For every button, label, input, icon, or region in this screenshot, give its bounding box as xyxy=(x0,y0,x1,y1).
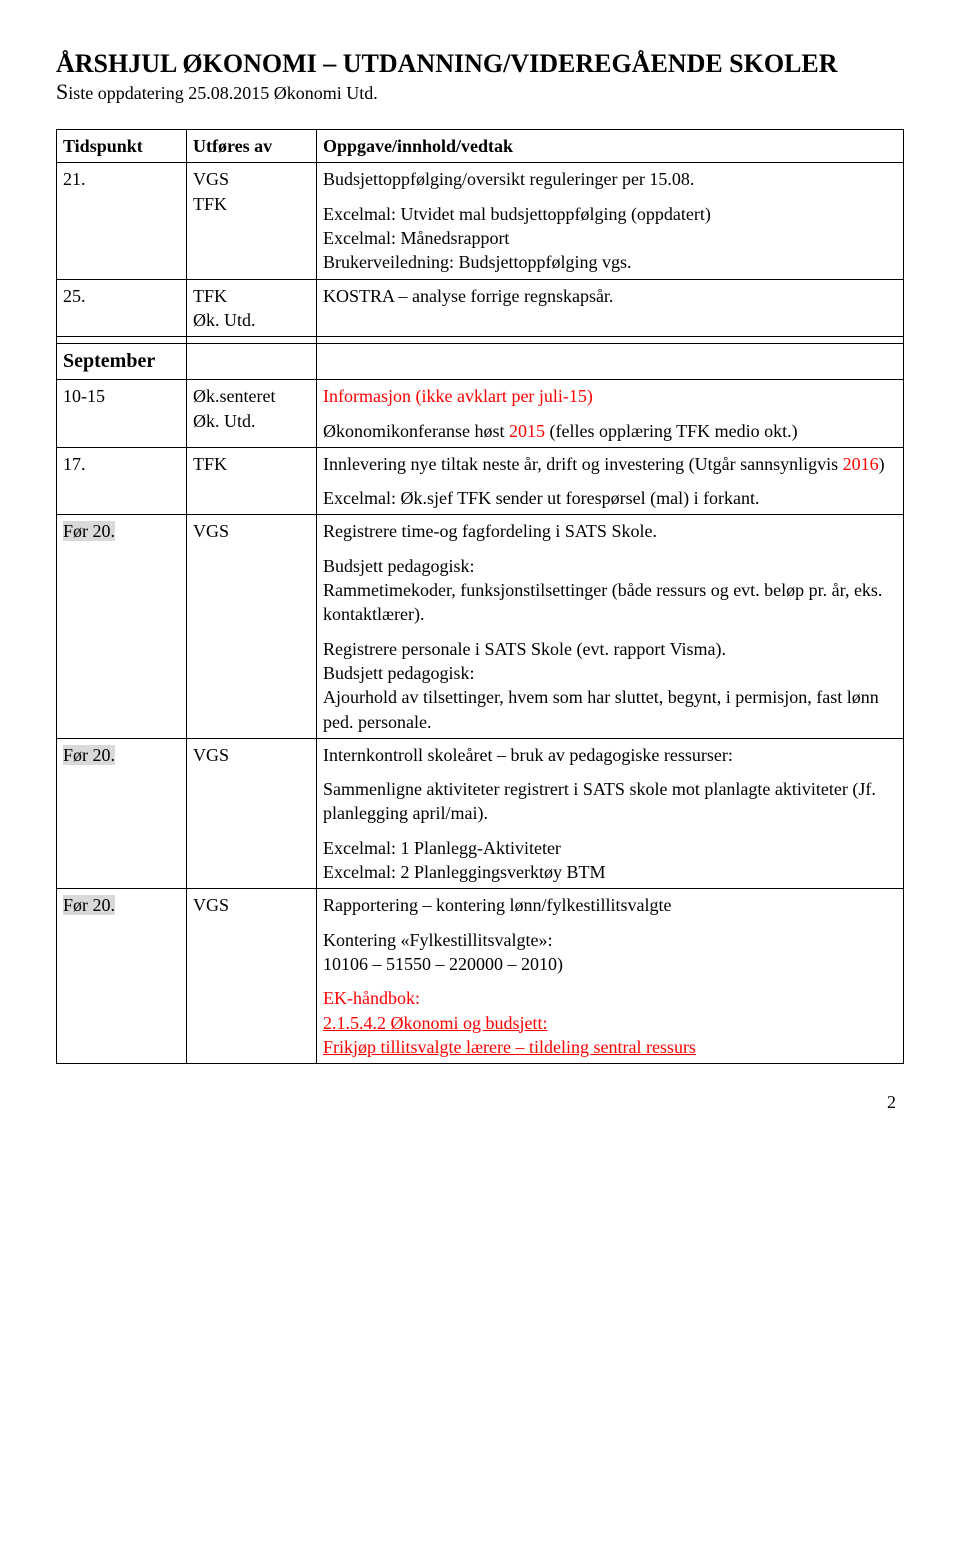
cell-text: Økonomikonferanse høst 2015 (felles oppl… xyxy=(323,419,897,443)
empty-cell xyxy=(187,337,317,344)
table-row: Før 20. VGS Internkontroll skoleåret – b… xyxy=(57,738,904,888)
cell-oppgave: Rapportering – kontering lønn/fylkestill… xyxy=(317,889,904,1064)
cell-utfores: TFK xyxy=(187,447,317,515)
cell-utfores: VGS TFK xyxy=(187,163,317,279)
cell-oppgave: KOSTRA – analyse forrige regnskapsår. xyxy=(317,279,904,337)
cell-highlight: Før 20. xyxy=(63,521,115,541)
table-header-row: Tidspunkt Utføres av Oppgave/innhold/ved… xyxy=(57,130,904,163)
empty-cell xyxy=(187,344,317,380)
cell-text: Innlevering nye tiltak neste år, drift o… xyxy=(323,452,897,476)
cell-text: Rapportering – kontering lønn/fylkestill… xyxy=(323,893,897,917)
cell-utfores: TFK Øk. Utd. xyxy=(187,279,317,337)
cell-oppgave: Innlevering nye tiltak neste år, drift o… xyxy=(317,447,904,515)
cell-text: Registrere personale i SATS Skole (evt. … xyxy=(323,637,897,734)
cell-text: EK-håndbok: 2.1.5.4.2 Økonomi og budsjet… xyxy=(323,986,897,1059)
cell-text-part: (felles opplæring TFK medio okt.) xyxy=(545,421,798,441)
cell-tidspunkt: 25. xyxy=(57,279,187,337)
cell-text-red: EK-håndbok: xyxy=(323,988,420,1008)
schedule-table: Tidspunkt Utføres av Oppgave/innhold/ved… xyxy=(56,129,904,1064)
cell-utfores: Øk.senteret Øk. Utd. xyxy=(187,380,317,448)
table-row: 17. TFK Innlevering nye tiltak neste år,… xyxy=(57,447,904,515)
cell-text-part: Økonomikonferanse høst xyxy=(323,421,509,441)
cell-text-red: Informasjon (ikke avklart per juli-15) xyxy=(323,384,897,408)
cell-utfores: VGS xyxy=(187,889,317,1064)
title-text: ÅRSHJUL ØKONOMI – UTDANNING/VIDEREGÅENDE… xyxy=(56,49,838,78)
table-section-row: September xyxy=(57,344,904,380)
cell-text: Budsjett pedagogisk: Rammetimekoder, fun… xyxy=(323,554,897,627)
cell-text: Excelmal: Utvidet mal budsjettoppfølging… xyxy=(323,202,897,275)
cell-tidspunkt: Før 20. xyxy=(57,515,187,738)
section-heading: September xyxy=(57,344,187,380)
subtitle-rest: iste oppdatering 25.08.2015 Økonomi Utd. xyxy=(68,83,377,103)
cell-oppgave: Informasjon (ikke avklart per juli-15) Ø… xyxy=(317,380,904,448)
cell-text-red: 2016 xyxy=(843,454,879,474)
cell-text-red-underline: Frikjøp tillitsvalgte lærere – tildeling… xyxy=(323,1037,696,1057)
empty-cell xyxy=(317,344,904,380)
cell-text-part: Innlevering nye tiltak neste år, drift o… xyxy=(323,454,843,474)
table-row: 25. TFK Øk. Utd. KOSTRA – analyse forrig… xyxy=(57,279,904,337)
header-tidspunkt: Tidspunkt xyxy=(57,130,187,163)
table-row: Før 20. VGS Registrere time-og fagfordel… xyxy=(57,515,904,738)
cell-text: Internkontroll skoleåret – bruk av pedag… xyxy=(323,743,897,767)
cell-utfores: VGS xyxy=(187,738,317,888)
cell-text: Excelmal: 1 Planlegg-Aktiviteter Excelma… xyxy=(323,836,897,885)
page-number: 2 xyxy=(56,1092,896,1113)
cell-text-part: ) xyxy=(879,454,885,474)
table-empty-row xyxy=(57,337,904,344)
cell-oppgave: Internkontroll skoleåret – bruk av pedag… xyxy=(317,738,904,888)
cell-tidspunkt: 17. xyxy=(57,447,187,515)
cell-utfores: VGS xyxy=(187,515,317,738)
table-row: 21. VGS TFK Budsjettoppfølging/oversikt … xyxy=(57,163,904,279)
table-row: Før 20. VGS Rapportering – kontering løn… xyxy=(57,889,904,1064)
subtitle-capital: S xyxy=(56,79,68,104)
cell-tidspunkt: Før 20. xyxy=(57,889,187,1064)
cell-text: Budsjettoppfølging/oversikt reguleringer… xyxy=(323,167,897,191)
table-row: 10-15 Øk.senteret Øk. Utd. Informasjon (… xyxy=(57,380,904,448)
header-oppgave: Oppgave/innhold/vedtak xyxy=(317,130,904,163)
cell-text: Sammenligne aktiviteter registrert i SAT… xyxy=(323,777,897,826)
cell-text: Excelmal: Øk.sjef TFK sender ut forespør… xyxy=(323,486,897,510)
empty-cell xyxy=(317,337,904,344)
cell-text: Registrere time-og fagfordeling i SATS S… xyxy=(323,519,897,543)
cell-oppgave: Budsjettoppfølging/oversikt reguleringer… xyxy=(317,163,904,279)
page-subtitle: Siste oppdatering 25.08.2015 Økonomi Utd… xyxy=(56,79,904,105)
empty-cell xyxy=(57,337,187,344)
header-utfores-av: Utføres av xyxy=(187,130,317,163)
cell-highlight: Før 20. xyxy=(63,895,115,915)
cell-text-red-underline: 2.1.5.4.2 Økonomi og budsjett: xyxy=(323,1013,548,1033)
cell-text: Kontering «Fylkestillitsvalgte»: 10106 –… xyxy=(323,928,897,977)
page-title: ÅRSHJUL ØKONOMI – UTDANNING/VIDEREGÅENDE… xyxy=(56,48,904,79)
cell-oppgave: Registrere time-og fagfordeling i SATS S… xyxy=(317,515,904,738)
cell-tidspunkt: 10-15 xyxy=(57,380,187,448)
cell-tidspunkt: 21. xyxy=(57,163,187,279)
cell-highlight: Før 20. xyxy=(63,745,115,765)
cell-text-red: 2015 xyxy=(509,421,545,441)
cell-tidspunkt: Før 20. xyxy=(57,738,187,888)
